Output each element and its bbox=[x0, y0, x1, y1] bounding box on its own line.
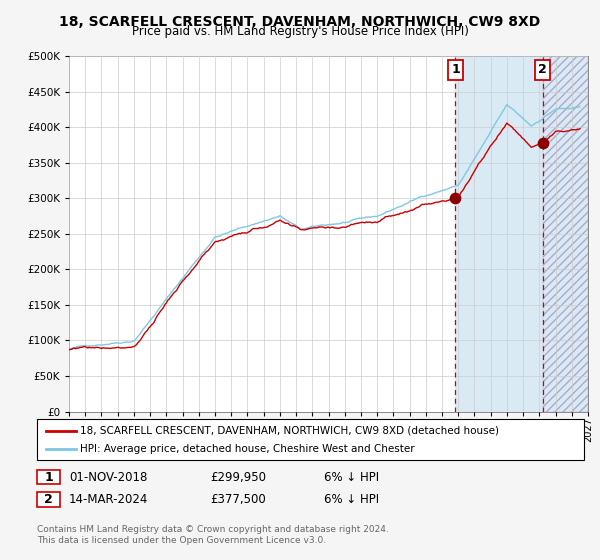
Text: 1: 1 bbox=[44, 470, 53, 484]
Text: HPI: Average price, detached house, Cheshire West and Chester: HPI: Average price, detached house, Ches… bbox=[80, 444, 415, 454]
Text: 18, SCARFELL CRESCENT, DAVENHAM, NORTHWICH, CW9 8XD (detached house): 18, SCARFELL CRESCENT, DAVENHAM, NORTHWI… bbox=[80, 426, 499, 436]
Text: 18, SCARFELL CRESCENT, DAVENHAM, NORTHWICH, CW9 8XD: 18, SCARFELL CRESCENT, DAVENHAM, NORTHWI… bbox=[59, 15, 541, 29]
Point bbox=[451, 194, 460, 203]
Text: £377,500: £377,500 bbox=[210, 493, 266, 506]
Bar bbox=[455, 56, 588, 412]
Text: 6% ↓ HPI: 6% ↓ HPI bbox=[324, 493, 379, 506]
Text: Contains HM Land Registry data © Crown copyright and database right 2024.
This d: Contains HM Land Registry data © Crown c… bbox=[37, 525, 389, 545]
Text: 6% ↓ HPI: 6% ↓ HPI bbox=[324, 470, 379, 484]
Text: 2: 2 bbox=[538, 63, 547, 76]
Text: 01-NOV-2018: 01-NOV-2018 bbox=[69, 470, 148, 484]
Text: £299,950: £299,950 bbox=[210, 470, 266, 484]
Text: 1: 1 bbox=[451, 63, 460, 76]
Bar bbox=[542, 56, 588, 412]
Text: 14-MAR-2024: 14-MAR-2024 bbox=[69, 493, 148, 506]
Text: 2: 2 bbox=[44, 493, 53, 506]
Text: Price paid vs. HM Land Registry's House Price Index (HPI): Price paid vs. HM Land Registry's House … bbox=[131, 25, 469, 38]
Point bbox=[538, 139, 547, 148]
